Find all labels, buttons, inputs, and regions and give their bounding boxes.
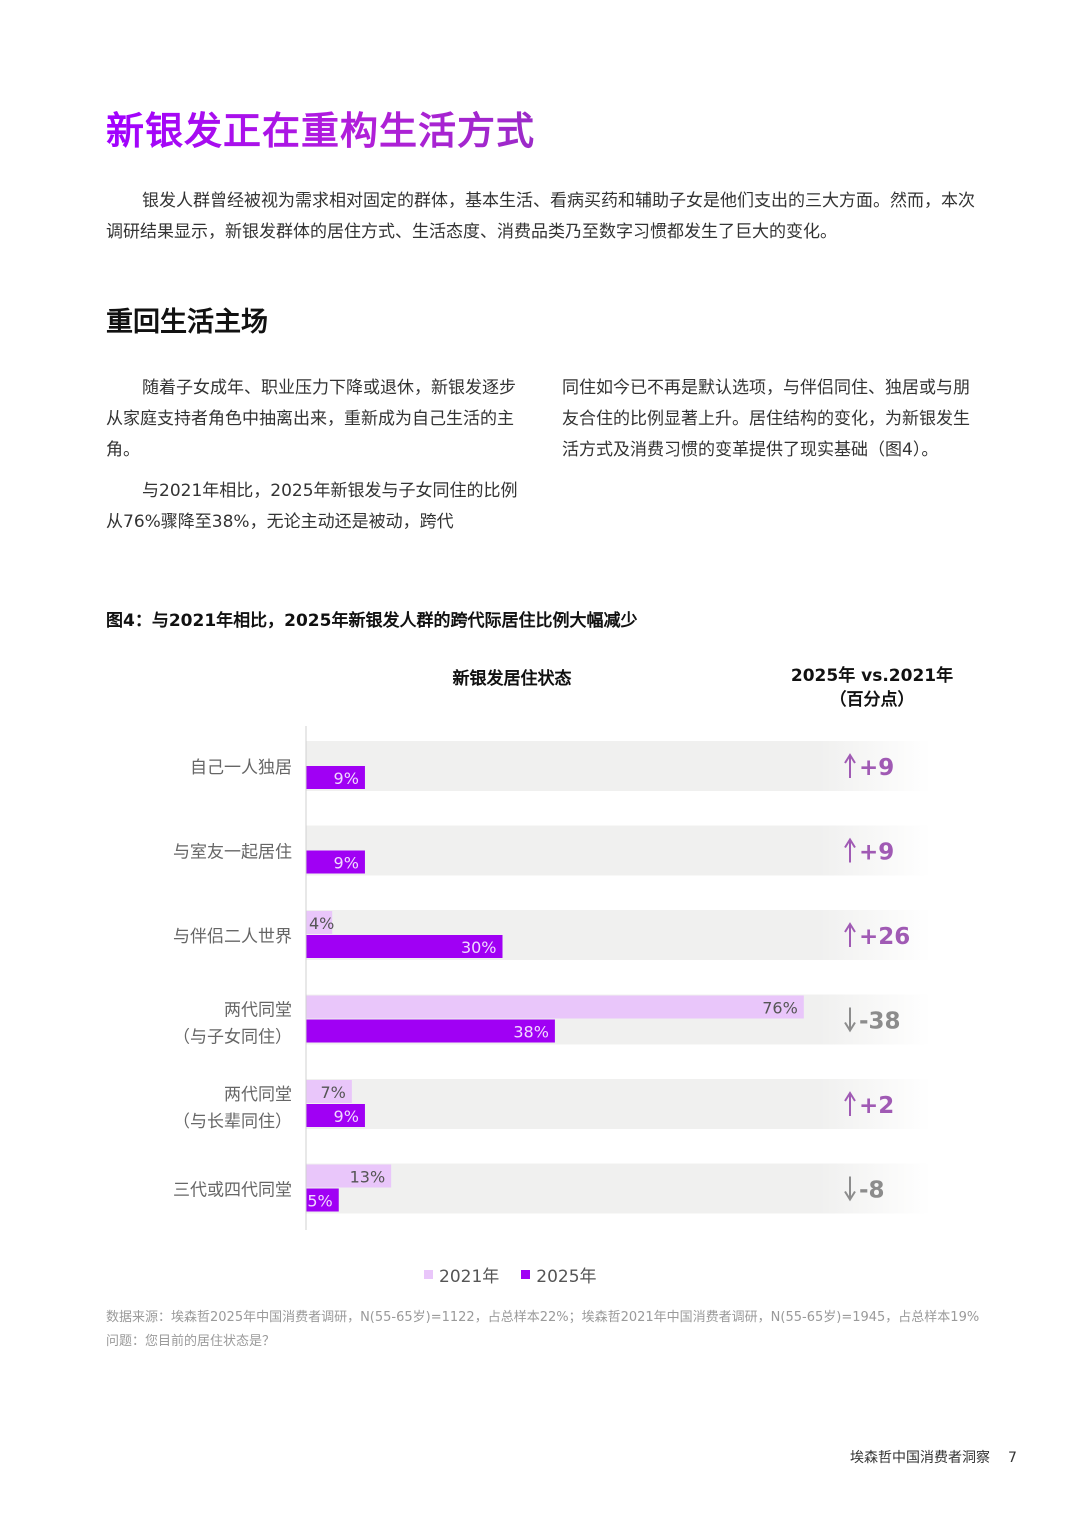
source-notes: 数据来源：埃森哲2025年中国消费者调研，N(55-65岁)=1122，占总样本… [106,1306,1026,1354]
category-label: 三代或四代同堂 [173,1181,292,1201]
arrow-up-icon [844,837,856,863]
arrow-up-icon [844,1091,856,1116]
legend-swatch-2025 [521,1270,531,1279]
row-band [306,825,931,876]
row-band [306,741,931,791]
change-value: -38 [859,1009,901,1035]
figure-title: 图4：与2021年相比，2025年新银发人群的跨代际居住比例大幅减少 [106,611,638,631]
bar-2021 [306,1164,392,1188]
footer-text: 埃森哲中国消费者洞察 [850,1450,990,1466]
status-column-header: 新银发居住状态 [452,669,572,689]
arrow-down-icon [844,1007,856,1033]
bar-2021-label: 13% [350,1168,386,1187]
section-title: 重回生活主场 [106,307,268,338]
bar-2025 [306,766,365,789]
page-title: 新银发正在重构生活方式 [106,100,535,155]
change-value: +2 [859,1093,894,1119]
row-band [306,1079,931,1129]
bar-2021-label: 76% [762,999,798,1018]
change-value: -8 [859,1178,885,1204]
category-label: 与伴侣二人世界 [173,927,292,947]
bar-2025-label: 30% [461,938,497,957]
left-paragraph-1: 随着子女成年、职业压力下降或退休，新银发逐步从家庭支持者角色中抽离出来，重新成为… [106,378,516,460]
bar-2025-label: 9% [334,769,359,788]
bar-2025 [306,1188,339,1212]
legend-label-2021: 2021年 [439,1267,500,1287]
category-label: 两代同堂 [224,1001,292,1021]
bar-2025 [306,1019,555,1043]
bar-2025-label: 9% [334,1107,359,1126]
change-header-line-2: （百分点） [829,690,915,710]
bar-2025-label: 9% [334,854,359,873]
source-line: 数据来源：埃森哲2025年中国消费者调研，N(55-65岁)=1122，占总样本… [106,1310,980,1325]
legend-item-2021: 2021年 [424,1262,499,1287]
page-footer: 埃森哲中国消费者洞察 7 [850,1447,1017,1467]
category-label: （与长辈同住） [173,1112,292,1132]
bar-2021-label: 4% [309,914,334,933]
change-header-line-1: 2025年 vs.2021年 [790,666,954,686]
bar-2021 [306,995,804,1019]
page-number: 7 [1008,1450,1017,1466]
change-column-header: 2025年 vs.2021年 （百分点） [772,664,972,712]
chart-legend: 2021年 2025年 [424,1262,597,1287]
category-label: 与室友一起居住 [173,843,292,863]
row-band [306,910,931,960]
bar-2025-label: 5% [307,1192,332,1211]
category-label: 自己一人独居 [190,758,292,778]
change-value: +9 [859,840,894,866]
bar-2025 [306,1104,365,1127]
bar-2021 [306,1080,352,1103]
change-value: +9 [859,755,894,781]
row-band [306,1163,931,1214]
left-paragraph-2: 与2021年相比，2025年新银发与子女同住的比例从76%骤降至38%，无论主动… [106,481,518,532]
bar-2021-label: 7% [320,1083,345,1102]
legend-item-2025: 2025年 [521,1262,597,1287]
left-column: 随着子女成年、职业压力下降或退休，新银发逐步从家庭支持者角色中抽离出来，重新成为… [106,373,518,548]
legend-swatch-2021 [424,1270,433,1279]
question-line: 问题：您目前的居住状态是？ [106,1334,276,1349]
category-label: 两代同堂 [224,1085,292,1105]
right-column: 同住如今已不再是默认选项，与伴侣同住、独居或与朋友合住的比例显著上升。居住结构的… [562,373,974,476]
right-paragraph: 同住如今已不再是默认选项，与伴侣同住、独居或与朋友合住的比例显著上升。居住结构的… [562,378,970,460]
category-label: （与子女同住） [173,1028,292,1048]
bar-2025 [306,850,365,874]
arrow-up-icon [844,753,856,778]
legend-label-2025: 2025年 [536,1267,597,1287]
change-value: +26 [859,924,910,950]
arrow-up-icon [844,922,856,947]
arrow-down-icon [844,1176,856,1202]
bar-2025 [306,935,503,958]
row-band [306,994,931,1045]
bar-2025-label: 38% [513,1023,549,1042]
intro-paragraph: 银发人群曾经被视为需求相对固定的群体，基本生活、看病买药和辅助子女是他们支出的三… [106,191,975,242]
bar-2021 [306,911,333,934]
